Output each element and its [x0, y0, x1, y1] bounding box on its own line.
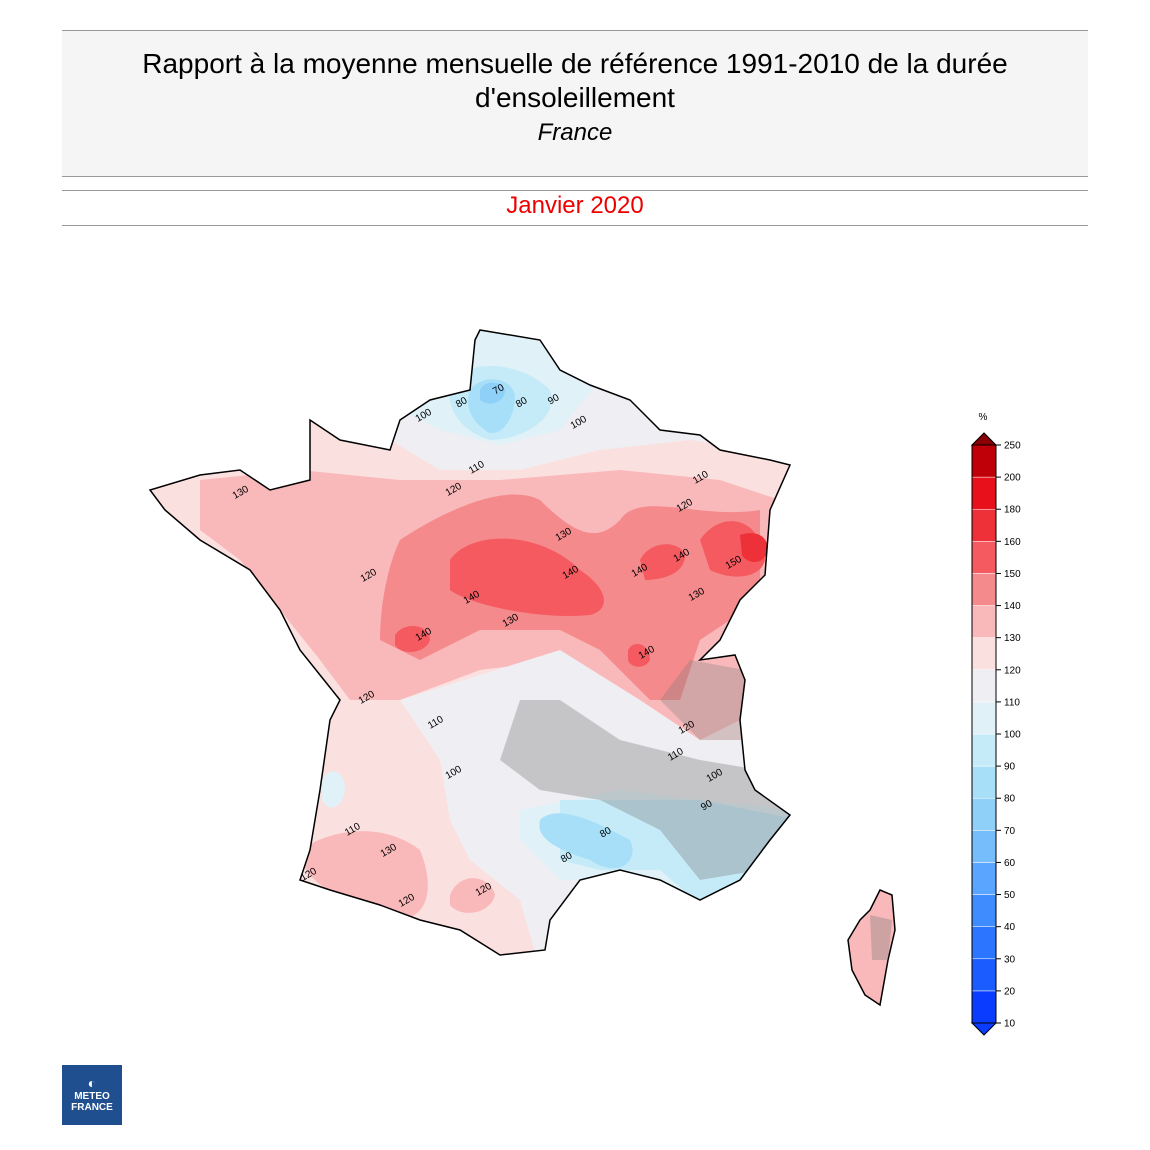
legend-tick-label: 20: [1004, 986, 1016, 997]
legend-tick-label: 70: [1004, 826, 1016, 837]
legend-band: [971, 476, 997, 510]
legend-unit: %: [979, 412, 988, 423]
header: Rapport à la moyenne mensuelle de référe…: [62, 30, 1088, 177]
legend-tick-label: 60: [1004, 858, 1016, 869]
legend-band: [971, 765, 997, 799]
legend-band: [971, 862, 997, 895]
legend-band: [971, 990, 997, 1024]
legend-tick-label: 10: [1004, 1019, 1016, 1030]
legend-band: [971, 830, 997, 863]
logo: ◐ METEO FRANCE: [62, 1065, 122, 1125]
logo-text: METEO: [74, 1091, 110, 1102]
legend-tick-label: 100: [1004, 730, 1021, 741]
period: Janvier 2020: [506, 192, 644, 219]
contour-label: 90: [546, 392, 562, 407]
legend-band: [971, 541, 997, 574]
contour-label: 90: [699, 798, 715, 813]
logo-icon: ◐: [87, 1075, 97, 1091]
corsica-relief: [870, 915, 892, 960]
corsica: [847, 889, 896, 1007]
logo-text: FRANCE: [71, 1102, 113, 1113]
legend-tick-label: 130: [1004, 633, 1021, 644]
legend-band: [971, 894, 997, 927]
contour-label: 80: [454, 395, 470, 410]
rule: [62, 190, 1088, 191]
legend-band: [971, 797, 997, 831]
legend-tick-label: 250: [1004, 441, 1021, 452]
legend-tick-label: 90: [1004, 762, 1016, 773]
contour-label: 80: [598, 825, 614, 840]
legend-tick-label: 50: [1004, 890, 1016, 901]
legend-band: [971, 637, 997, 671]
legend-band: [971, 573, 997, 606]
legend-tick-label: 120: [1004, 665, 1021, 676]
legend-arrow: [970, 1022, 998, 1036]
map-fill: [150, 330, 790, 955]
legend: 10 20 30 40 50 60 70 80 90 100 110 120 130 140 150 160 1…: [970, 412, 1021, 1036]
legend-band: [971, 701, 997, 735]
legend-tick-label: 200: [1004, 473, 1021, 484]
legend-tick-label: 180: [1004, 505, 1021, 516]
legend-tick-label: 150: [1004, 569, 1021, 580]
contour-label: 70: [491, 382, 507, 397]
title: Rapport à la moyenne mensuelle de référe…: [142, 48, 1008, 113]
legend-tick-label: 140: [1004, 601, 1021, 612]
rule: [62, 225, 1088, 226]
legend-band: [971, 669, 997, 703]
legend-tick-label: 80: [1004, 794, 1016, 805]
contour-label: 80: [559, 850, 575, 865]
legend-tick-label: 110: [1004, 697, 1020, 708]
legend-band: [971, 444, 997, 478]
legend-arrow: [970, 432, 998, 446]
legend-band: [971, 605, 997, 638]
legend-tick-label: 30: [1004, 954, 1016, 965]
subtitle: France: [537, 119, 613, 146]
legend-tick-label: 160: [1004, 537, 1021, 548]
legend-band: [971, 733, 997, 767]
contour-label: 80: [514, 395, 530, 410]
legend-tick-label: 40: [1004, 922, 1016, 933]
legend-band: [971, 508, 997, 542]
legend-band: [971, 926, 997, 960]
legend-band: [971, 958, 997, 992]
